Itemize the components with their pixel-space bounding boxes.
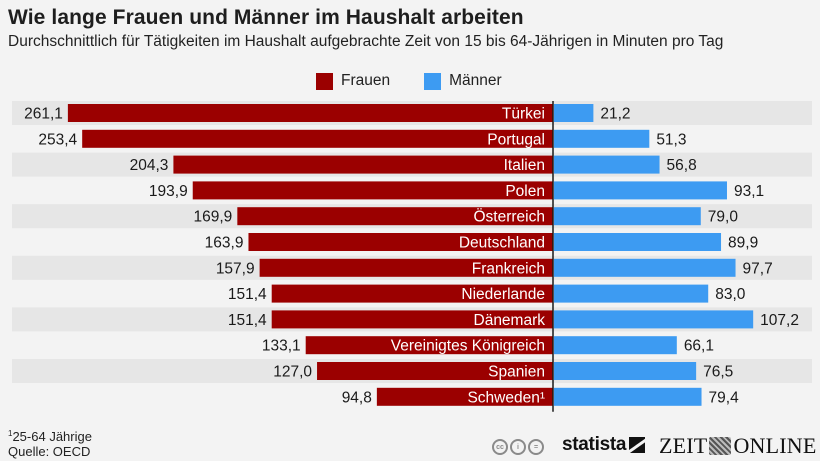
category-label: Polen [505, 183, 545, 200]
category-label: Frankreich [472, 260, 545, 277]
data-label-maenner: 107,2 [760, 312, 799, 329]
data-label-frauen: 127,0 [273, 364, 312, 381]
bar-frauen [305, 336, 553, 355]
zeit-wordmark-left: ZEIT [659, 433, 708, 458]
statista-wordmark: statista [562, 434, 627, 455]
footnote-age: 125-64 Jährige [8, 426, 92, 444]
data-label-frauen: 261,1 [24, 106, 63, 123]
bar-frauen [271, 310, 553, 329]
chart-title: Wie lange Frauen und Männer im Haushalt … [8, 6, 524, 29]
legend-item-maenner: Männer [424, 72, 502, 90]
zeit-wordmark-right: ONLINE [733, 433, 817, 458]
license-icons[interactable]: cc i = [492, 439, 546, 455]
statista-mark-icon [629, 437, 646, 453]
diverging-bar-chart: 261,1 21,2 Türkei 253,4 51,3 Portugal 204,3 56,… [12, 101, 812, 412]
bar-frauen [271, 284, 553, 303]
bar-frauen [248, 233, 553, 251]
bar-maenner [554, 336, 677, 355]
by-icon: i [510, 439, 526, 455]
data-label-maenner: 51,3 [656, 131, 686, 148]
legend-label-frauen: Frauen [341, 72, 391, 89]
data-label-maenner: 97,7 [743, 260, 773, 277]
data-label-frauen: 193,9 [149, 183, 188, 200]
legend-swatch-maenner [424, 72, 442, 90]
bar-frauen [67, 104, 554, 122]
bar-maenner [554, 155, 660, 174]
bar-frauen [237, 207, 553, 226]
source-text: Quelle: OECD [8, 444, 91, 459]
footnote-marker: 1 [8, 429, 13, 438]
data-label-maenner: 76,5 [703, 364, 733, 381]
data-label-maenner: 56,8 [667, 157, 697, 174]
data-label-frauen: 163,9 [205, 235, 244, 252]
bar-maenner [554, 387, 702, 406]
bar-maenner [554, 207, 701, 226]
bar-frauen [173, 155, 554, 174]
zeit-online-logo[interactable]: ZEIT ONLINE [659, 433, 817, 459]
data-label-maenner: 79,4 [709, 389, 740, 406]
category-label: Niederlande [461, 286, 545, 303]
chart-subtitle: Durchschnittlich für Tätigkeiten im Haus… [8, 33, 724, 50]
data-label-frauen: 169,9 [194, 209, 233, 226]
data-label-maenner: 66,1 [684, 338, 714, 355]
data-label-maenner: 83,0 [715, 286, 746, 303]
footnote: 125-64 Jährige Quelle: OECD [8, 426, 92, 459]
footnote-text: 25-64 Jährige [12, 429, 92, 444]
data-label-maenner: 89,9 [728, 235, 758, 252]
data-label-frauen: 151,4 [228, 312, 267, 329]
bar-frauen [317, 362, 553, 380]
data-label-frauen: 204,3 [130, 157, 169, 174]
category-label: Deutschland [459, 235, 545, 252]
bar-maenner [554, 181, 727, 200]
bar-maenner [554, 258, 736, 277]
bar-maenner [554, 129, 650, 148]
category-label: Portugal [487, 131, 545, 148]
legend-label-maenner: Männer [449, 72, 502, 89]
legend-swatch-frauen [316, 72, 333, 90]
category-label: Vereinigtes Königreich [391, 338, 545, 355]
data-label-maenner: 79,0 [708, 209, 739, 226]
cc-icon: cc [492, 439, 508, 455]
data-label-frauen: 157,9 [216, 260, 255, 277]
data-label-maenner: 93,1 [734, 183, 764, 200]
bar-frauen [259, 258, 553, 277]
bar-maenner [554, 104, 594, 122]
data-label-frauen: 253,4 [38, 131, 77, 148]
data-label-frauen: 151,4 [228, 286, 267, 303]
bar-frauen [82, 129, 553, 148]
category-label: Dänemark [474, 312, 546, 329]
bar-frauen [192, 181, 553, 200]
statista-logo[interactable]: statista [562, 434, 646, 456]
zeit-emblem-icon [709, 437, 732, 455]
bar-maenner [554, 284, 709, 303]
category-label: Italien [504, 157, 545, 174]
bar-maenner [554, 310, 754, 329]
bar-maenner [554, 362, 697, 380]
legend: Frauen Männer [316, 72, 536, 90]
data-label-maenner: 21,2 [600, 106, 630, 123]
nd-icon: = [528, 439, 544, 455]
category-label: Spanien [488, 364, 545, 381]
category-label: Österreich [474, 208, 546, 226]
category-label: Türkei [502, 106, 545, 123]
data-label-frauen: 94,8 [342, 389, 372, 406]
legend-item-frauen: Frauen [316, 72, 390, 90]
category-label: Schweden¹ [467, 389, 545, 406]
bar-maenner [554, 233, 722, 251]
data-label-frauen: 133,1 [262, 338, 301, 355]
bar-frauen [376, 387, 553, 406]
